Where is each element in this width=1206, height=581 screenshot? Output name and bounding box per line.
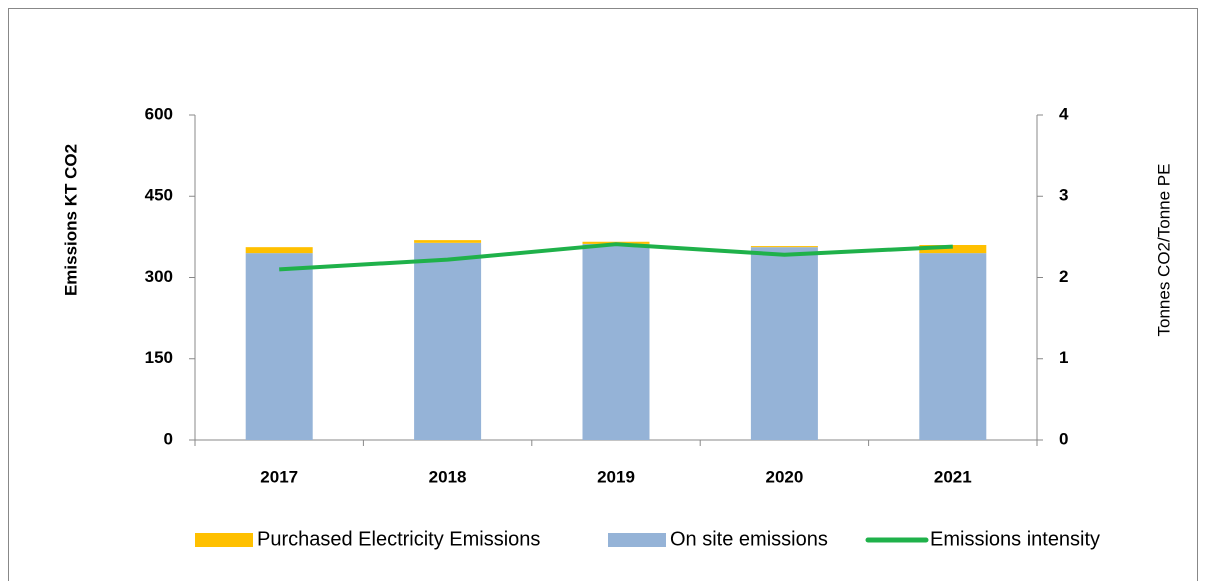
bar	[750, 247, 818, 440]
y-tick-label: 600	[145, 104, 173, 123]
legend-swatch	[195, 533, 253, 547]
legend-label: Purchased Electricity Emissions	[257, 528, 540, 550]
y2-axis-title: Tonnes CO2/Tonne PE	[1154, 164, 1173, 337]
x-tick-label: 2020	[765, 467, 803, 486]
y2-tick-label: 2	[1059, 267, 1068, 286]
chart-border	[8, 8, 1198, 581]
bar	[414, 240, 482, 243]
bar	[582, 243, 650, 440]
y2-tick-label: 0	[1059, 429, 1068, 448]
legend-label: Emissions intensity	[930, 528, 1100, 550]
x-tick-label: 2017	[260, 467, 298, 486]
y-tick-label: 0	[164, 429, 173, 448]
bar	[750, 246, 818, 248]
y2-tick-label: 4	[1059, 104, 1069, 123]
legend-label: On site emissions	[670, 528, 828, 550]
bar	[245, 253, 313, 440]
bar	[919, 245, 987, 254]
legend-swatch	[608, 533, 666, 547]
bar	[245, 247, 313, 254]
y2-tick-label: 3	[1059, 186, 1068, 205]
bar	[414, 242, 482, 440]
x-tick-label: 2018	[429, 467, 467, 486]
bar	[919, 253, 987, 440]
x-tick-label: 2019	[597, 467, 635, 486]
x-tick-label: 2021	[934, 467, 972, 486]
y-tick-label: 450	[145, 186, 173, 205]
y-axis-title: Emissions KT CO2	[61, 144, 80, 296]
y2-tick-label: 1	[1059, 348, 1068, 367]
y-tick-label: 300	[145, 267, 173, 286]
line-series	[279, 242, 953, 272]
y-tick-label: 150	[145, 348, 173, 367]
